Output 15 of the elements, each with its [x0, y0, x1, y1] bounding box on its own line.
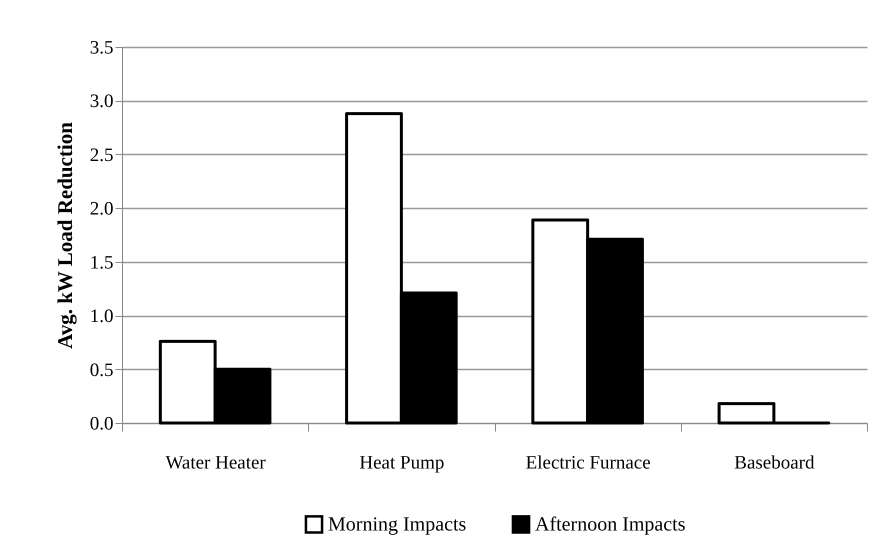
- y-tick-label: 3.0: [90, 91, 114, 112]
- y-tick-label: 1.0: [90, 306, 114, 328]
- y-tick-label: 2.5: [90, 144, 114, 166]
- legend-label: Afternoon Impacts: [535, 513, 686, 536]
- x-tick-label: Baseboard: [734, 452, 815, 474]
- legend-label: Morning Impacts: [328, 513, 467, 536]
- x-tick-label: Heat Pump: [359, 452, 444, 474]
- y-axis-title: Avg. kW Load Reduction: [52, 122, 77, 349]
- x-tick-label: Electric Furnace: [526, 452, 651, 474]
- y-tick-label: 0.5: [90, 360, 114, 381]
- y-tick-label: 1.5: [90, 252, 114, 274]
- y-tick-label: 2.0: [90, 198, 114, 220]
- y-tick-label: 0.0: [90, 414, 114, 434]
- x-tick-label: Water Heater: [165, 452, 266, 474]
- y-tick-label: 3.5: [90, 38, 114, 58]
